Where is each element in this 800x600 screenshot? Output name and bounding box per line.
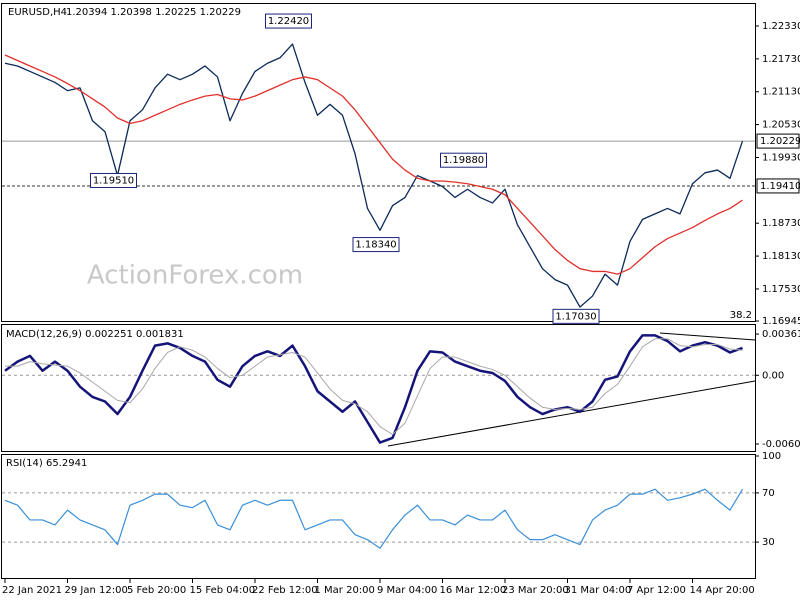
y-tick-label: 1.18130 [762,251,800,262]
x-tick-label: 22 Feb 12:00 [252,585,318,596]
x-tick-label: 29 Jan 12:00 [65,585,128,596]
series-line [4,54,743,275]
y-tick-label: 1.22330 [762,21,800,32]
x-tick-label: 1 Mar 20:00 [315,585,375,596]
y-tick-label: 1.16945 [762,316,800,327]
y-tick-label: -0.006026 [762,439,800,450]
annotation-label: 1.17030 [555,311,596,322]
x-tick-label: 15 Feb 04:00 [190,585,256,596]
x-tick-label: 23 Mar 20:00 [502,585,569,596]
panel-frame [1,454,756,579]
y-tick-label: 1.19930 [762,152,800,163]
x-tick-label: 22 Jan 2021 [2,585,62,596]
series-line [4,43,744,308]
y-tick-label: 100 [762,451,781,462]
y-tick-label: 1.21130 [762,87,800,98]
y-tick-label: 1.20530 [762,120,800,131]
y-tick-label: 1.18730 [762,218,800,229]
panel-frame [1,324,756,452]
y-tick-label: 70 [762,488,775,499]
x-tick-label: 14 Apr 20:00 [690,585,755,596]
annotation-box [552,308,600,324]
annotation-label: 1.19510 [93,175,134,186]
chart-subtitle: 1.20394 1.20398 1.20225 1.20229 [66,7,241,18]
annotation-label: 1.18340 [355,240,396,251]
trend-line [659,332,756,341]
annotation-label: 1.22420 [268,16,309,27]
x-tick-label: 16 Mar 12:00 [440,585,507,596]
chart-title: EURUSD,H4 [8,7,67,18]
annotation-box [265,13,312,29]
y-tick-label: 1.21730 [762,54,800,65]
x-tick-label: 7 Apr 12:00 [627,585,686,596]
level-label: 1.19410 [760,181,800,192]
series-line [5,338,743,436]
watermark: ActionForex.com [87,261,303,291]
y-tick-label: 0.003615 [762,329,800,340]
trend-line [387,380,756,447]
annotation-box [352,237,400,253]
level-box [756,178,800,194]
y-tick-label: 1.17530 [762,284,800,295]
panel-title: MACD(12,26,9) 0.002251 0.001831 [6,329,184,340]
panel-frame [1,3,756,322]
y-tick-label: 30 [762,537,775,548]
x-tick-label: 9 Mar 04:00 [377,585,437,596]
level-label: 1.20229 [760,136,800,147]
series-line [4,488,744,549]
series-line [4,334,743,444]
x-tick-label: 31 Mar 04:00 [565,585,632,596]
panel-title: RSI(14) 65.2941 [6,458,87,469]
annotation-box [90,172,137,188]
level-box [756,133,800,149]
y-tick-label: 0.00 [762,370,784,381]
annotation-label: 1.19880 [443,155,484,166]
annotation-box [440,152,487,168]
fib-label: 38.2 [730,310,752,321]
x-tick-label: 5 Feb 20:00 [127,585,186,596]
